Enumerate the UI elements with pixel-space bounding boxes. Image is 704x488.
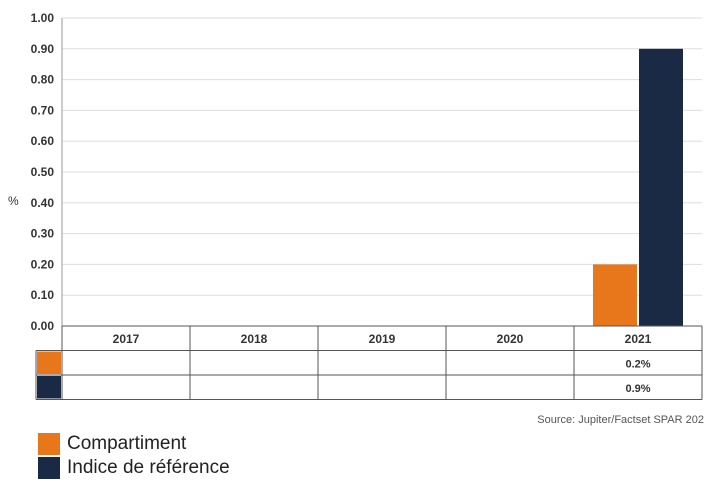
category-label-2021: 2021 (625, 332, 652, 346)
category-label-2020: 2020 (497, 332, 524, 346)
table-cell-value: 0.2% (625, 359, 650, 371)
table-swatch-compartiment (37, 351, 61, 374)
y-axis-label: % (8, 194, 19, 208)
category-label-2018: 2018 (241, 332, 268, 346)
y-tick-label: 0.30 (31, 227, 55, 241)
table-swatch-indice (37, 376, 61, 399)
bar-chart: 0.00 0.10 0.20 0.30 0.40 0.50 0.60 0.70 0.80 0.90… (8, 11, 703, 400)
category-label-2019: 2019 (369, 332, 396, 346)
legend-item-compartiment: Compartiment (38, 432, 230, 456)
y-tick-label: 0.80 (31, 73, 55, 87)
source-note: Source: Jupiter/Factset SPAR 202 (537, 414, 704, 426)
legend-label-indice: Indice de référence (67, 457, 230, 478)
y-tick-label: 0.00 (31, 319, 55, 333)
y-tick-label: 0.40 (31, 196, 55, 210)
category-label-2017: 2017 (113, 332, 140, 346)
y-tick-label: 0.20 (31, 257, 55, 271)
legend-swatch-indice (38, 457, 60, 479)
bar-compartiment-2021 (593, 264, 637, 326)
legend: Compartiment Indice de référence (38, 432, 230, 480)
y-tick-label: 0.10 (31, 288, 55, 302)
y-tick-label: 0.90 (31, 42, 55, 56)
legend-label-compartiment: Compartiment (67, 433, 187, 454)
table-cell-value: 0.9% (625, 383, 650, 395)
legend-swatch-compartiment (38, 433, 60, 455)
y-tick-label: 0.60 (31, 134, 55, 148)
bar-indice-2021 (639, 48, 683, 327)
y-tick-label: 1.00 (31, 11, 55, 25)
legend-item-indice: Indice de référence (38, 456, 230, 480)
y-tick-label: 0.50 (31, 165, 55, 179)
y-tick-label: 0.70 (31, 103, 55, 117)
